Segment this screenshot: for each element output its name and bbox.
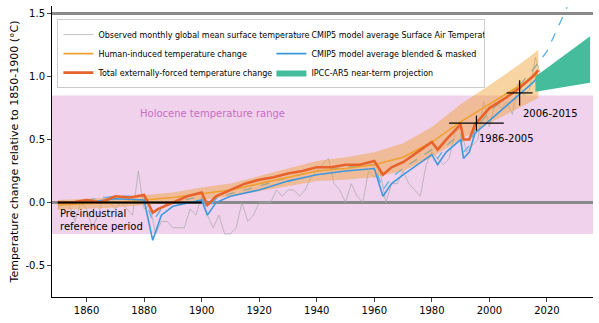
- svg-text:1920: 1920: [246, 305, 271, 316]
- svg-text:1.5: 1.5: [29, 8, 45, 19]
- svg-text:1.0: 1.0: [29, 71, 45, 82]
- svg-text:0.0: 0.0: [29, 197, 45, 208]
- svg-text:Observed monthly global mean s: Observed monthly global mean surface tem…: [98, 31, 309, 40]
- svg-text:1880: 1880: [131, 305, 156, 316]
- svg-text:CMIP5 model average Surface Ai: CMIP5 model average Surface Air Temperat…: [311, 31, 484, 40]
- svg-text:2006-2015: 2006-2015: [523, 108, 578, 119]
- svg-text:0.5: 0.5: [29, 134, 45, 145]
- svg-text:IPCC-AR5 near-term projection: IPCC-AR5 near-term projection: [311, 69, 433, 78]
- svg-text:1860: 1860: [74, 305, 99, 316]
- svg-text:2000: 2000: [477, 305, 502, 316]
- svg-text:Human-induced temperature chan: Human-induced temperature change: [98, 50, 246, 59]
- svg-text:1960: 1960: [362, 305, 387, 316]
- svg-text:Pre-industrialreference period: Pre-industrialreference period: [60, 208, 143, 232]
- svg-text:Total externally-forced temper: Total externally-forced temperature chan…: [97, 69, 272, 78]
- svg-text:1980: 1980: [419, 305, 444, 316]
- svg-text:Holocene temperature range: Holocene temperature range: [140, 108, 285, 119]
- svg-text:1900: 1900: [189, 305, 214, 316]
- svg-text:Temperature change relative to: Temperature change relative to 1850-1900…: [8, 21, 21, 284]
- svg-text:2020: 2020: [534, 305, 559, 316]
- svg-text:1940: 1940: [304, 305, 329, 316]
- svg-text:-0.5: -0.5: [25, 260, 45, 271]
- svg-text:1986-2005: 1986-2005: [479, 133, 534, 144]
- svg-text:CMIP5 model average blended &: CMIP5 model average blended & masked: [311, 50, 476, 59]
